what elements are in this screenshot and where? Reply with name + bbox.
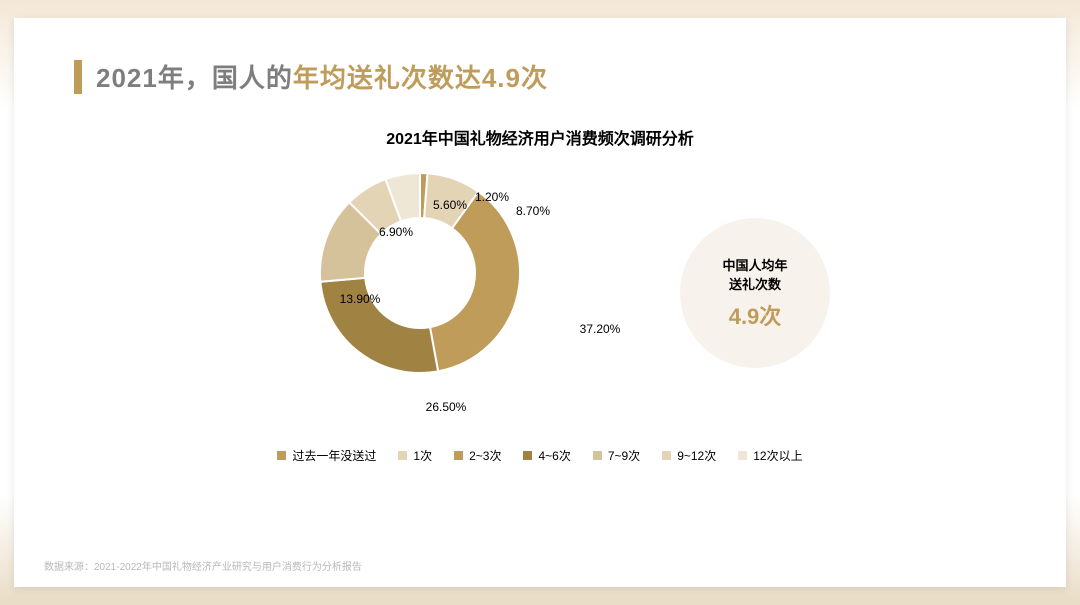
slice-label: 13.90% bbox=[340, 292, 381, 306]
legend-label: 9~12次 bbox=[677, 447, 716, 464]
legend-item: 2~3次 bbox=[454, 447, 501, 464]
legend-swatch bbox=[277, 451, 286, 460]
slice-label: 6.90% bbox=[379, 225, 413, 239]
legend-item: 7~9次 bbox=[593, 447, 640, 464]
legend-label: 2~3次 bbox=[469, 447, 501, 464]
stat-line-1: 中国人均年 bbox=[722, 256, 787, 276]
stat-line-2: 送礼次数 bbox=[729, 275, 781, 295]
source-note: 数据来源：2021-2022年中国礼物经济产业研究与用户消费行为分析报告 bbox=[44, 558, 362, 573]
title-part-1: 2021年，国人的 bbox=[96, 63, 293, 93]
slice-label: 26.50% bbox=[426, 400, 467, 414]
legend-item: 4~6次 bbox=[523, 447, 570, 464]
legend-item: 1次 bbox=[398, 447, 432, 464]
legend-swatch bbox=[593, 451, 602, 460]
slice-label: 37.20% bbox=[580, 322, 621, 336]
legend-item: 12次以上 bbox=[738, 447, 802, 464]
legend-swatch bbox=[738, 451, 747, 460]
legend-label: 4~6次 bbox=[538, 447, 570, 464]
chart-title: 2021年中国礼物经济用户消费频次调研分析 bbox=[74, 125, 1006, 149]
donut-chart: 1.20%8.70%37.20%26.50%13.90%6.90%5.60% bbox=[250, 163, 590, 423]
legend-swatch bbox=[523, 451, 532, 460]
legend-row: 过去一年没送过 1次 2~3次 4~6次 7~9次 9~12次 12次以上 bbox=[74, 447, 1006, 464]
legend-item: 9~12次 bbox=[662, 447, 716, 464]
legend-label: 1次 bbox=[413, 447, 432, 464]
title-part-2: 年均送礼次数达4.9次 bbox=[293, 63, 548, 93]
slice-label: 8.70% bbox=[516, 204, 550, 218]
legend-label: 过去一年没送过 bbox=[292, 447, 376, 464]
chart-row: 1.20% 8.70% 37.20% 26.50% 13.90% 6.90% 5.60% 中… bbox=[74, 163, 1006, 423]
slice-label: 5.60% bbox=[433, 198, 467, 212]
page-title: 2021年，国人的年均送礼次数达4.9次 bbox=[96, 58, 548, 95]
legend-swatch bbox=[662, 451, 671, 460]
slide: 2021年，国人的年均送礼次数达4.9次 2021年中国礼物经济用户消费频次调研… bbox=[14, 18, 1066, 587]
slice-label: 1.20% bbox=[475, 190, 509, 204]
legend-swatch bbox=[398, 451, 407, 460]
legend-label: 12次以上 bbox=[753, 447, 802, 464]
title-accent-bar bbox=[74, 60, 82, 94]
legend-label: 7~9次 bbox=[608, 447, 640, 464]
legend-swatch bbox=[454, 451, 463, 460]
stat-value: 4.9次 bbox=[729, 299, 782, 331]
legend-item: 过去一年没送过 bbox=[277, 447, 376, 464]
stat-circle: 中国人均年 送礼次数 4.9次 bbox=[680, 218, 830, 368]
title-row: 2021年，国人的年均送礼次数达4.9次 bbox=[74, 58, 1006, 95]
